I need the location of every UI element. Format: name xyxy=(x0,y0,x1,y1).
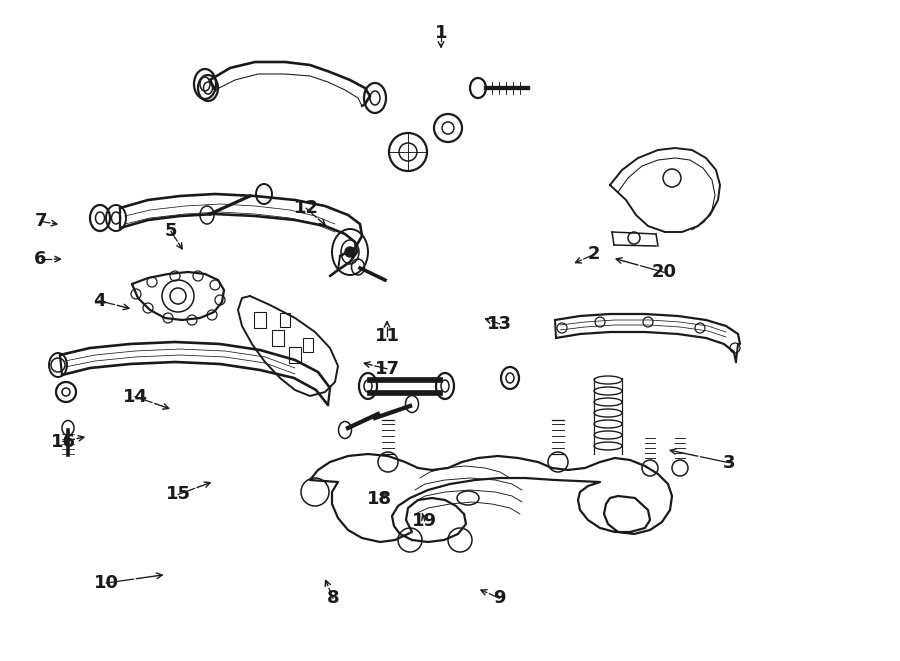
Text: 1: 1 xyxy=(435,24,447,42)
Text: 7: 7 xyxy=(34,212,47,231)
Text: 10: 10 xyxy=(94,574,119,592)
Text: 14: 14 xyxy=(122,387,148,406)
Text: 8: 8 xyxy=(327,589,339,607)
Bar xyxy=(289,347,301,363)
Text: 5: 5 xyxy=(165,222,177,241)
Text: 2: 2 xyxy=(588,245,600,264)
Bar xyxy=(254,312,266,328)
Bar xyxy=(303,338,313,352)
Text: 20: 20 xyxy=(652,263,677,282)
Text: 6: 6 xyxy=(34,250,47,268)
Text: 15: 15 xyxy=(166,485,191,504)
Text: 13: 13 xyxy=(487,315,512,333)
Text: 9: 9 xyxy=(493,589,506,607)
Circle shape xyxy=(345,247,355,257)
Text: 12: 12 xyxy=(293,199,319,217)
Bar xyxy=(280,313,290,327)
Text: 16: 16 xyxy=(50,432,76,451)
Text: 4: 4 xyxy=(93,292,105,310)
Bar xyxy=(272,330,284,346)
Text: 18: 18 xyxy=(367,490,392,508)
Text: 17: 17 xyxy=(374,360,400,378)
Text: 19: 19 xyxy=(412,512,437,530)
Text: 3: 3 xyxy=(723,453,735,472)
Text: 11: 11 xyxy=(374,327,400,345)
